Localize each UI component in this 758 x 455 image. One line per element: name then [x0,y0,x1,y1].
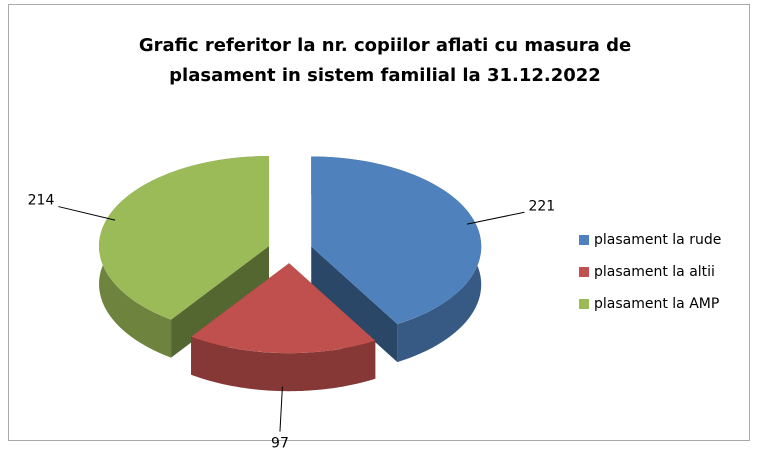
chart-title: Grafic referitor la nr. copiilor aflati … [139,35,631,56]
leader-line [58,206,116,221]
legend-label: plasament la AMP [594,296,719,312]
data-label: 97 [271,436,289,451]
slice-wall [191,336,376,392]
data-label: 221 [528,198,555,214]
legend-swatch [579,235,589,245]
legend-swatch [579,299,589,309]
slice-side [171,246,270,358]
data-label: 214 [28,193,55,209]
legend-label: plasament la altii [594,264,715,280]
legend-label: plasament la rude [594,232,721,248]
slice [191,263,376,354]
slice [311,156,482,325]
leader-line [279,386,283,432]
slice-side [311,246,398,363]
legend-swatch [579,267,589,277]
slice [99,156,270,320]
leader-line [466,211,525,225]
chart-title: plasament in sistem familial la 31.12.20… [169,65,601,86]
